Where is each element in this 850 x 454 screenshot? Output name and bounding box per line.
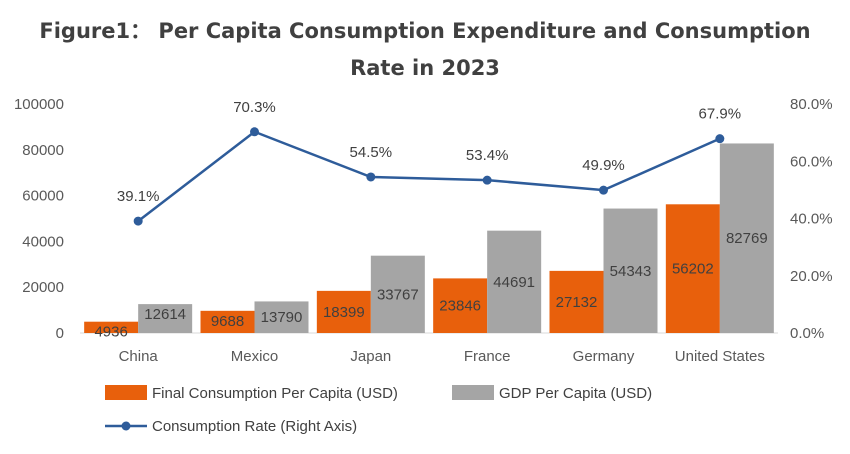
- bar-final-consumption: [200, 310, 255, 333]
- category-label: United States: [675, 348, 765, 365]
- legend-label-gdp: GDP Per Capita (USD): [499, 385, 652, 402]
- data-label-gdp-per-capita: 82769: [726, 230, 768, 247]
- left-axis-tick-label: 40000: [22, 233, 64, 250]
- legend-swatch-gdp: [452, 385, 494, 400]
- bar-series: [84, 143, 774, 333]
- data-label-final-consumption: 27132: [556, 294, 598, 311]
- consumption-rate-point: [133, 216, 143, 226]
- legend-marker-consumption-rate: [121, 421, 131, 431]
- consumption-rate-label: 54.5%: [350, 144, 393, 161]
- consumption-rate-label: 49.9%: [582, 157, 625, 174]
- bar-gdp-per-capita: [487, 230, 542, 333]
- consumption-rate-label: 70.3%: [233, 99, 276, 116]
- data-label-final-consumption: 9688: [211, 313, 244, 330]
- bar-gdp-per-capita: [370, 255, 425, 333]
- category-label: Mexico: [231, 348, 279, 365]
- consumption-rate-label: 39.1%: [117, 188, 160, 205]
- legend-swatch-final-consumption: [105, 385, 147, 400]
- data-label-gdp-per-capita: 54343: [610, 263, 652, 280]
- bar-final-consumption: [433, 278, 488, 333]
- category-labels: China Mexico Japan France Germany United Stat…: [119, 348, 765, 365]
- right-axis-tick-label: 0.0%: [790, 325, 824, 342]
- data-label-gdp-per-capita: 44691: [493, 274, 535, 291]
- category-label: Japan: [350, 348, 391, 365]
- consumption-rate-label: 67.9%: [699, 106, 742, 123]
- legend: Final Consumption Per Capita (USD) GDP P…: [105, 385, 652, 435]
- line-series: 39.1% 70.3% 54.5% 53.4% 49.9% 67.9%: [117, 99, 741, 226]
- consumption-rate-line: [137, 130, 721, 223]
- bar-final-consumption: [84, 321, 139, 333]
- category-label: Germany: [573, 348, 635, 365]
- data-label-gdp-per-capita: 13790: [261, 309, 303, 326]
- category-label: China: [119, 348, 159, 365]
- right-axis-tick-label: 60.0%: [790, 153, 833, 170]
- data-label-final-consumption: 18399: [323, 304, 365, 321]
- legend-label-final-consumption: Final Consumption Per Capita (USD): [152, 385, 398, 402]
- bar-gdp-per-capita: [254, 301, 309, 333]
- bar-gdp-per-capita: [138, 304, 193, 333]
- bar-gdp-per-capita: [603, 208, 658, 333]
- right-axis-ticks: 0.0% 20.0% 40.0% 60.0% 80.0%: [790, 96, 833, 342]
- data-label-final-consumption: 23846: [439, 298, 481, 315]
- data-label-gdp-per-capita: 33767: [377, 286, 419, 303]
- bar-final-consumption: [316, 290, 371, 333]
- left-axis-tick-label: 80000: [22, 142, 64, 159]
- right-axis-tick-label: 40.0%: [790, 211, 833, 228]
- left-axis-tick-label: 0: [56, 325, 64, 342]
- data-label-gdp-per-capita: 12614: [144, 306, 186, 323]
- legend-label-consumption-rate: Consumption Rate (Right Axis): [152, 418, 357, 435]
- chart-title-line2: Rate in 2023: [350, 56, 500, 80]
- bar-data-labels: 4936 9688 18399 23846 27132 56202 12614 13790 33…: [94, 230, 767, 340]
- data-label-final-consumption: 56202: [672, 261, 714, 278]
- consumption-rate-point: [482, 175, 492, 185]
- category-label: France: [464, 348, 511, 365]
- bar-final-consumption: [549, 270, 604, 333]
- data-label-final-consumption: 4936: [94, 324, 127, 341]
- bar-gdp-per-capita: [719, 143, 774, 333]
- chart-title-line1: Figure1： Per Capita Consumption Expendit…: [39, 19, 810, 43]
- left-axis-tick-label: 60000: [22, 188, 64, 205]
- left-axis-tick-label: 20000: [22, 279, 64, 296]
- consumption-rate-point: [599, 185, 608, 195]
- consumption-rate-label: 53.4%: [466, 147, 509, 164]
- left-axis-ticks: 0 20000 40000 60000 80000 100000: [14, 96, 64, 342]
- bar-final-consumption: [665, 204, 720, 333]
- left-axis-tick-label: 100000: [14, 96, 64, 113]
- consumption-rate-point: [366, 172, 376, 182]
- consumption-rate-point: [250, 127, 259, 137]
- consumption-rate-point: [715, 134, 725, 144]
- right-axis-tick-label: 80.0%: [790, 96, 833, 113]
- right-axis-tick-label: 20.0%: [790, 268, 833, 285]
